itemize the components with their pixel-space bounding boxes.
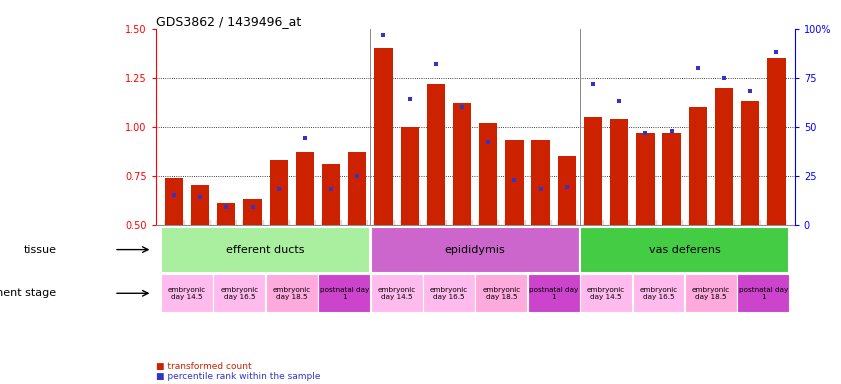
Text: postnatal day
1: postnatal day 1	[529, 287, 579, 300]
Bar	[738, 274, 789, 312]
Bar	[663, 132, 681, 225]
Bar	[584, 117, 602, 225]
Text: embryonic
day 14.5: embryonic day 14.5	[378, 287, 415, 300]
Text: ■ transformed count: ■ transformed count	[156, 362, 251, 371]
Bar	[400, 127, 419, 225]
Text: embryonic
day 16.5: embryonic day 16.5	[430, 287, 468, 300]
Bar	[214, 274, 266, 312]
Text: ■ percentile rank within the sample: ■ percentile rank within the sample	[156, 372, 320, 381]
Text: postnatal day
1: postnatal day 1	[738, 287, 788, 300]
Bar	[558, 156, 576, 225]
Bar	[348, 152, 367, 225]
Bar	[741, 101, 759, 225]
Bar	[322, 164, 341, 225]
Bar	[580, 227, 789, 273]
Bar	[528, 274, 579, 312]
Bar	[318, 274, 370, 312]
Bar	[532, 141, 550, 225]
Bar	[505, 141, 524, 225]
Bar	[191, 185, 209, 225]
Bar	[371, 274, 422, 312]
Bar	[453, 103, 471, 225]
Bar	[161, 274, 213, 312]
Bar	[217, 203, 235, 225]
Text: embryonic
day 18.5: embryonic day 18.5	[692, 287, 730, 300]
Bar	[475, 274, 527, 312]
Text: postnatal day
1: postnatal day 1	[320, 287, 369, 300]
Bar	[423, 274, 475, 312]
Text: embryonic
day 18.5: embryonic day 18.5	[482, 287, 521, 300]
Bar	[165, 178, 183, 225]
Bar	[689, 107, 707, 225]
Text: development stage: development stage	[0, 288, 56, 298]
Text: embryonic
day 14.5: embryonic day 14.5	[587, 287, 625, 300]
Bar	[767, 58, 785, 225]
Bar	[715, 88, 733, 225]
Text: efferent ducts: efferent ducts	[226, 245, 304, 255]
Text: tissue: tissue	[24, 245, 56, 255]
Text: embryonic
day 16.5: embryonic day 16.5	[639, 287, 678, 300]
Bar	[296, 152, 314, 225]
Bar	[632, 274, 685, 312]
Bar	[426, 84, 445, 225]
Bar	[243, 199, 262, 225]
Text: epididymis: epididymis	[445, 245, 505, 255]
Bar	[479, 123, 497, 225]
Text: embryonic
day 14.5: embryonic day 14.5	[168, 287, 206, 300]
Bar	[371, 227, 579, 273]
Bar	[269, 160, 288, 225]
Bar	[610, 119, 628, 225]
Text: embryonic
day 16.5: embryonic day 16.5	[220, 287, 258, 300]
Text: embryonic
day 18.5: embryonic day 18.5	[272, 287, 311, 300]
Text: vas deferens: vas deferens	[649, 245, 721, 255]
Bar	[637, 132, 654, 225]
Bar	[580, 274, 632, 312]
Text: GDS3862 / 1439496_at: GDS3862 / 1439496_at	[156, 15, 301, 28]
Bar	[266, 274, 318, 312]
Bar	[161, 227, 370, 273]
Bar	[374, 48, 393, 225]
Bar	[685, 274, 737, 312]
